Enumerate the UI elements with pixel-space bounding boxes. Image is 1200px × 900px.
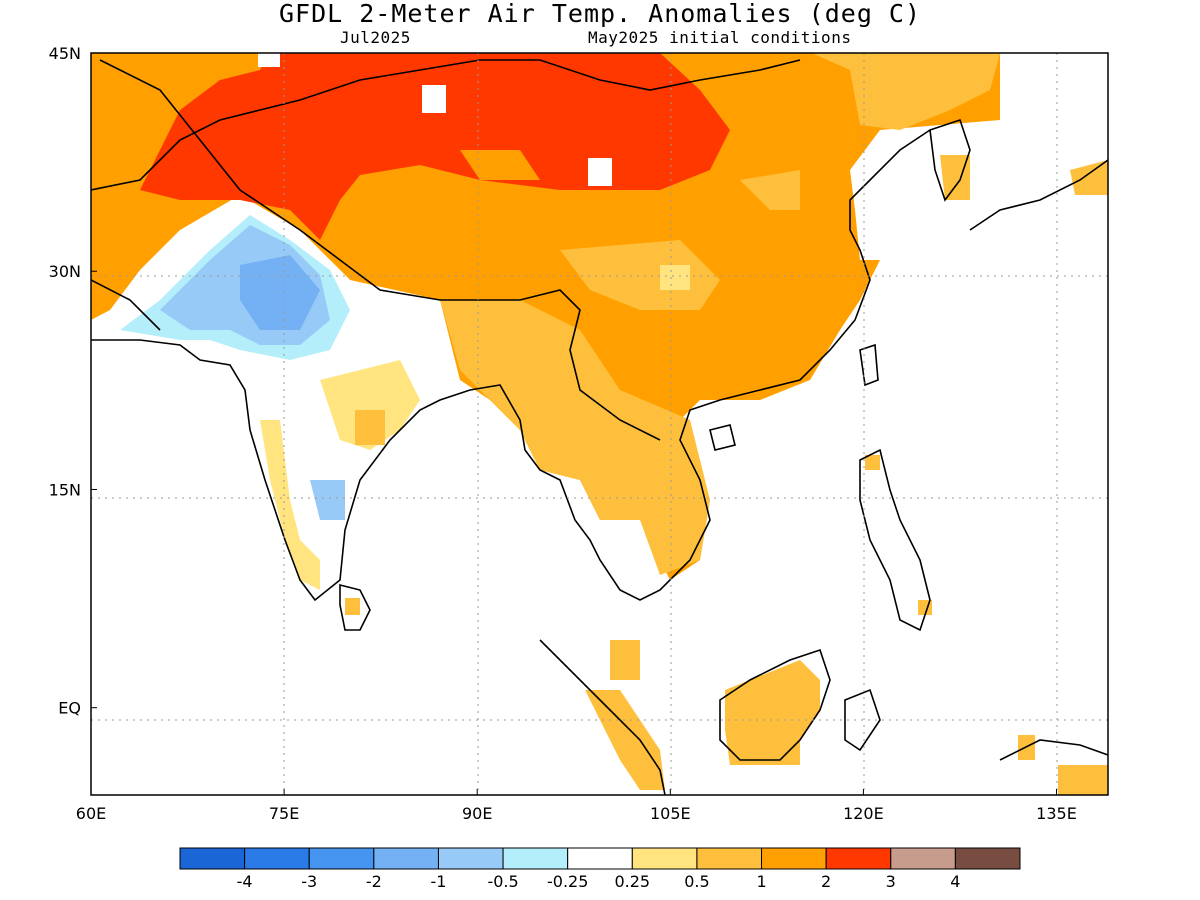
colorbar-swatch: [244, 847, 310, 870]
lat-tick-label: EQ: [58, 699, 81, 718]
lat-tick-label: 45N: [49, 44, 81, 63]
colorbar-label: -2: [365, 872, 382, 891]
colorbar-swatch: [567, 847, 633, 870]
colorbar-label: -4: [236, 872, 253, 891]
colorbar-swatch: [179, 847, 246, 870]
colorbar-swatch: [890, 847, 956, 870]
lon-tick-label: 135E: [1036, 804, 1077, 823]
valid-month-label: Jul2025: [340, 28, 411, 47]
colorbar-swatch: [696, 847, 763, 870]
anomaly-shading: [91, 53, 1108, 795]
colorbar-label: 0.25: [614, 872, 651, 891]
gridlines: [91, 53, 1108, 795]
lat-tick-label: 15N: [49, 480, 81, 499]
colorbar-swatch: [631, 847, 698, 870]
coastlines: [91, 59, 1108, 795]
colorbar-label: 4: [950, 872, 961, 891]
colorbar-label: 1: [756, 872, 767, 891]
colorbar-label: 3: [885, 872, 896, 891]
colorbar-label: 0.5: [684, 872, 710, 891]
colorbar-swatch: [373, 847, 439, 870]
map-frame: [90, 52, 1109, 796]
initial-conditions-label: May2025 initial conditions: [588, 28, 852, 47]
colorbar-swatch: [502, 847, 569, 870]
colorbar-label: -0.25: [546, 872, 589, 891]
lon-tick-label: 75E: [269, 804, 299, 823]
colorbar-swatch: [825, 847, 892, 870]
colorbar-swatch: [308, 847, 375, 870]
colorbar-label: -3: [301, 872, 318, 891]
chart-title: GFDL 2-Meter Air Temp. Anomalies (deg C): [278, 0, 922, 28]
colorbar-label: -1: [430, 872, 447, 891]
colorbar: [179, 847, 1021, 870]
colorbar-label: -0.5: [487, 872, 519, 891]
lon-tick-label: 120E: [843, 804, 884, 823]
lon-tick-label: 105E: [650, 804, 691, 823]
lon-tick-labels: 60E 75E 90E 105E 120E 135E: [76, 789, 1077, 823]
lon-tick-label: 90E: [462, 804, 492, 823]
colorbar-swatch: [954, 847, 1021, 870]
colorbar-label: 2: [821, 872, 832, 891]
colorbar-swatch: [437, 847, 504, 870]
colorbar-swatch: [761, 847, 827, 870]
lat-tick-labels: 45N 30N 15N EQ: [49, 44, 97, 718]
lat-tick-label: 30N: [49, 262, 81, 281]
lon-tick-label: 60E: [76, 804, 106, 823]
